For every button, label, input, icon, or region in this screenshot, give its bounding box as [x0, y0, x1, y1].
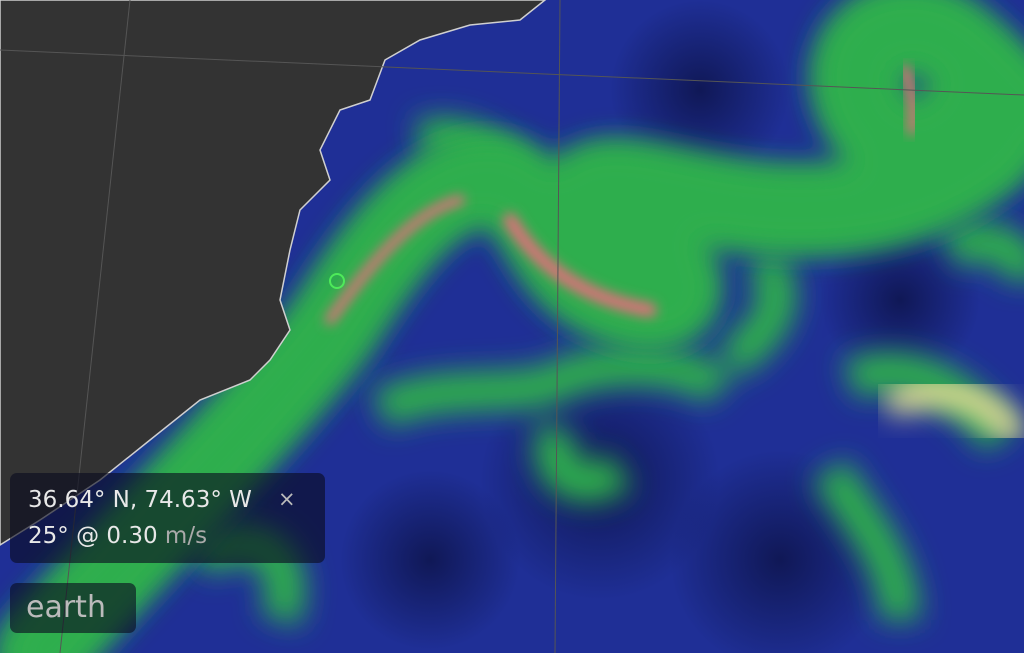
- velocity-value: 25° @ 0.30: [28, 523, 158, 549]
- circle-marker-icon: [329, 273, 345, 289]
- location-info-panel: 36.64° N, 74.63° W × 25° @ 0.30 m/s: [10, 473, 325, 563]
- velocity-readout: 25° @ 0.30 m/s: [28, 523, 207, 549]
- velocity-unit[interactable]: m/s: [164, 523, 208, 549]
- earth-menu-button[interactable]: earth: [10, 583, 136, 633]
- earth-label: earth: [26, 590, 106, 625]
- land: [0, 0, 547, 546]
- coordinates-text: 36.64° N, 74.63° W: [28, 487, 252, 513]
- close-icon[interactable]: ×: [278, 487, 296, 511]
